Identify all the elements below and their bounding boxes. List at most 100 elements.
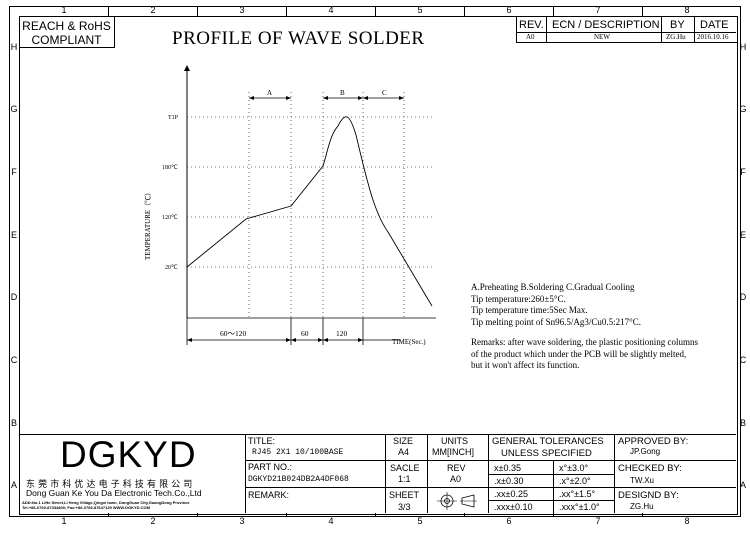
zone-row-h-right: H [739, 42, 747, 52]
zone-col-1-bottom: 1 [61, 516, 67, 526]
note-zones: A.Preheating B.Soldering C.Gradual Cooli… [471, 282, 635, 292]
zone-row-d-right: D [739, 292, 747, 302]
page-title: PROFILE OF WAVE SOLDER [172, 28, 425, 49]
compliance-line-1: REACH & RoHS [22, 19, 111, 33]
revision-table [516, 16, 737, 43]
partno-label: PART NO.: [248, 462, 293, 472]
company-contact: Tel:+86-0769-87334800; Fax:+86-0769-8764… [22, 505, 150, 510]
scale-value: 1:1 [398, 474, 411, 484]
note-tip-temp: Tip temperature:260±5°C. [471, 293, 566, 304]
units-value: MM[INCH] [432, 447, 474, 457]
projection-symbol-icon [437, 492, 477, 510]
approved-label: APPROVED BY: [618, 436, 689, 447]
ecn-value: NEW [594, 33, 610, 41]
zone-col-5-top: 5 [417, 5, 423, 15]
zone-label-a: A [267, 89, 272, 97]
checked-label: CHECKED BY: [618, 463, 682, 474]
zone-col-2-top: 2 [150, 5, 156, 15]
note-melting-point: Tip melting point of Sn96.5/Ag3/Cu0.5:21… [471, 316, 642, 327]
zone-row-g-left: G [10, 104, 18, 114]
date-value: 2016.10.16 [697, 33, 729, 41]
zone-col-8-bottom: 8 [684, 516, 690, 526]
zone-row-c-left: C [10, 355, 18, 365]
zone-row-g-right: G [739, 104, 747, 114]
tol-x-angle: x°±3.0° [559, 463, 589, 473]
zone-col-5-bottom: 5 [417, 516, 423, 526]
process-notes: A.Preheating B.Soldering C.Gradual Cooli… [471, 282, 641, 328]
units-label: UNITS [441, 436, 468, 446]
tick-20: 20℃ [165, 265, 178, 271]
date-header: DATE [700, 19, 729, 31]
tol-x: x±0.35 [494, 463, 521, 473]
tick-120: 120℃ [162, 215, 178, 221]
remark-label: REMARK: [248, 490, 290, 500]
title-value: RJ45 2X1 10/100BASE [252, 448, 344, 457]
zone-row-e-right: E [739, 230, 746, 240]
rev-value: A0 [526, 33, 535, 41]
zone-col-7-top: 7 [595, 5, 601, 15]
by-header: BY [670, 19, 685, 31]
scale-label: SACLE [390, 463, 420, 473]
remark-line-2: of the product which under the PCB will … [471, 348, 687, 359]
tol-dot-x-angle: .x°±2.0° [559, 476, 591, 486]
title-label: TITLE: [248, 436, 276, 446]
size-label: SIZE [393, 436, 414, 446]
tick-t1p: T1P [168, 115, 179, 121]
company-address: ADD:No.1 LiHe Street,Li Heng Village,Qin… [22, 500, 190, 505]
zone-row-f-right: F [740, 167, 746, 177]
remark-line-1: Remarks: after wave soldering, the plast… [471, 337, 698, 347]
zone-row-e-left: E [10, 230, 17, 240]
designed-label: DESIGND BY: [618, 490, 679, 501]
tick-180: 180℃ [162, 165, 178, 171]
checked-value: TW.Xu [630, 476, 655, 485]
zone-row-b-left: B [10, 418, 17, 428]
zone-col-7-bottom: 7 [595, 516, 601, 526]
zone-row-c-right: C [739, 355, 747, 365]
zone-row-f-left: F [11, 167, 17, 177]
note-tip-time: Tip temperature time:5Sec Max. [471, 305, 588, 315]
rev-block-value: A0 [450, 474, 462, 484]
compliance-box: REACH & RoHS COMPLIANT [19, 16, 115, 48]
zone-col-3-top: 3 [239, 5, 245, 15]
rev-header: REV. [519, 19, 544, 31]
zone-col-3-bottom: 3 [239, 516, 245, 526]
tolerance-title-1: GENERAL TOLERANCES [492, 436, 604, 447]
zone-col-1-top: 1 [61, 5, 67, 15]
tol-dot-x: .x±0.30 [494, 476, 524, 486]
zone-col-8-top: 8 [684, 5, 690, 15]
company-chinese-name: 东 莞 市 科 优 达 电 子 科 技 有 限 公 司 [26, 479, 193, 489]
tol-dot-xx-angle: .xx°±1.5° [559, 489, 596, 499]
partno-value: DGKYD21B024DB2A4DF068 [248, 475, 349, 484]
zone-col-4-top: 4 [328, 5, 334, 15]
designed-value: ZG.Hu [630, 502, 654, 511]
tol-dot-xxx-angle: .xxx°±1.0° [559, 502, 600, 512]
rev-label: REV [447, 463, 466, 473]
zone-row-b-right: B [739, 418, 746, 428]
zone-col-6-top: 6 [506, 5, 512, 15]
zone-label-b: B [340, 89, 345, 97]
compliance-line-2: COMPLIANT [31, 33, 102, 47]
zone-row-a-left: A [10, 480, 17, 490]
inner-frame [19, 16, 738, 515]
zone-col-6-bottom: 6 [506, 516, 512, 526]
remarks: Remarks: after wave soldering, the plast… [471, 337, 698, 372]
segment-label-1: 60～120 [220, 329, 246, 338]
zone-col-2-bottom: 2 [150, 516, 156, 526]
company-english-name: Dong Guan Ke You Da Electronic Tech.Co.,… [26, 488, 202, 498]
zone-row-h-left: H [10, 42, 18, 52]
tol-dot-xx: .xx±0.25 [494, 489, 528, 499]
remark-line-3: but it won't affect its function. [471, 360, 580, 370]
by-value: ZG.Hu [666, 33, 686, 41]
ecn-header: ECN / DESCRIPTION [552, 19, 660, 31]
sheet-label: SHEET [389, 490, 420, 500]
segment-label-2: 60 [301, 329, 309, 338]
zone-row-a-right: A [739, 480, 746, 490]
segment-label-3: 120 [336, 329, 348, 338]
y-axis-label: TEMPERATURE（℃） [144, 189, 152, 260]
zone-row-d-left: D [10, 292, 18, 302]
tol-dot-xxx: .xxx±0.10 [494, 502, 533, 512]
zone-col-4-bottom: 4 [328, 516, 334, 526]
company-logo: DGKYD [60, 434, 197, 475]
title-block [19, 434, 736, 514]
